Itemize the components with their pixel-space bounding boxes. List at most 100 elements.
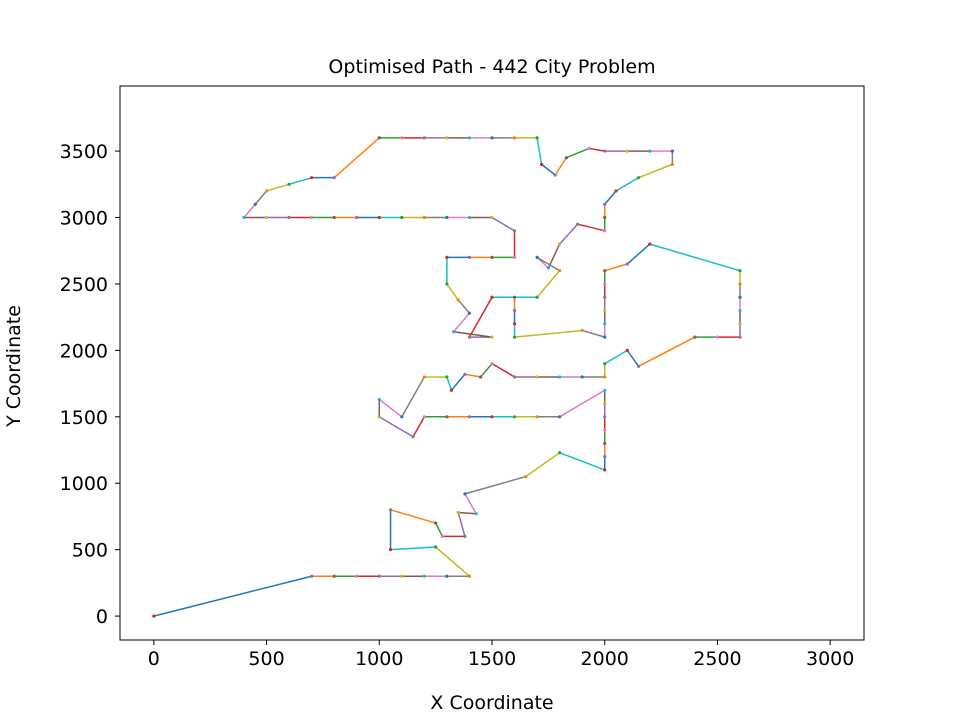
y-tick-label: 500 [72,540,108,562]
city-point [467,136,472,140]
x-tick-label: 1000 [355,648,403,670]
city-point [310,176,314,180]
city-point [463,534,467,538]
city-point [411,435,415,439]
city-point [558,242,562,246]
city-point [603,362,607,366]
path-segment [457,512,466,537]
path-segment [453,331,493,338]
path-segment [468,296,493,338]
path-segment [333,137,380,179]
chart-title: Optimised Path - 442 City Problem [328,56,655,78]
city-point [467,215,472,220]
city-point [738,282,742,286]
path-segment [153,575,312,617]
city-point [625,262,629,266]
path-segment [458,511,477,515]
city-point [310,215,314,220]
path-segment [446,376,453,391]
y-tick-label: 1500 [60,407,108,429]
path-segment [536,137,543,165]
y-axis-ticks: 0 500 1000 1500 2000 2500 3000 3500 [60,141,120,628]
y-axis-label: Y Coordinate [3,305,25,428]
path-segment [453,312,471,333]
city-point [490,295,494,299]
city-point [445,375,449,379]
city-point [377,136,381,140]
city-point [603,415,607,419]
city-point [558,451,562,455]
x-tick-label: 500 [248,648,284,670]
path-segment [378,398,403,418]
path-segment [401,376,426,418]
path-segment [536,270,561,298]
city-point [490,215,494,220]
city-point [603,388,607,392]
x-tick-label: 0 [148,648,160,670]
path-segment [626,243,651,265]
city-point [535,415,539,419]
city-point [512,335,517,339]
path-segment [649,243,741,272]
city-point [490,362,494,366]
path-segment [559,451,605,471]
path-segment [390,546,436,551]
path-segment [604,263,628,272]
city-point [264,189,269,193]
x-tick-label: 3000 [806,648,854,670]
city-point [422,215,426,220]
city-point [512,322,517,326]
city-point [400,574,404,578]
city-point [580,375,584,379]
path-segment [491,363,515,378]
city-point [332,215,336,220]
city-point [377,397,381,402]
city-point [332,574,336,578]
city-point [490,136,494,140]
city-point [603,269,607,273]
city-point [467,255,472,259]
city-point [355,574,359,578]
city-point [636,364,641,368]
path-segment [604,190,617,205]
path-segment [254,190,268,205]
city-point [603,295,607,299]
path-segment [457,299,471,314]
city-point [490,335,494,339]
city-point [587,146,591,151]
city-point [603,441,607,445]
city-point [445,574,449,578]
city-point [456,298,460,302]
city-point [670,162,674,166]
city-point [400,415,404,419]
city-point [603,428,607,432]
city-point [512,308,517,313]
path-segment [464,475,527,495]
city-point [445,136,449,140]
x-tick-label: 1500 [468,648,516,670]
path-segment [525,452,561,478]
city-point [648,149,652,153]
city-point [287,182,291,186]
city-point [440,534,444,538]
city-point [546,266,550,270]
city-point [490,415,494,419]
city-point [434,545,438,549]
x-tick-label: 2000 [581,648,629,670]
path-segment [559,223,579,245]
city-point [467,335,472,339]
path-segment [464,493,477,515]
city-point [580,328,584,333]
city-point [553,173,557,177]
city-point [603,202,607,206]
city-point [715,335,720,339]
city-point [670,149,674,153]
city-point [355,215,359,220]
path-segment [514,329,583,338]
city-point [242,215,246,220]
city-points [152,136,742,618]
path-segment [541,163,556,176]
city-point [463,492,467,496]
city-point [422,375,426,379]
